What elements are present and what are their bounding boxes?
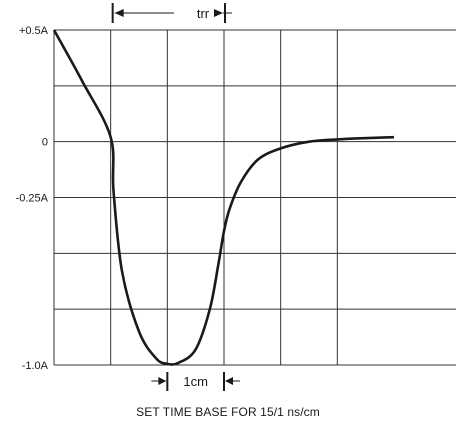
cm-arrowhead-left <box>158 377 167 385</box>
time-base-caption: SET TIME BASE FOR 15/1 ns/cm <box>136 405 320 419</box>
waveform-curve-group <box>52 29 395 366</box>
trr-arrowhead-left <box>114 9 124 17</box>
cm-arrowhead-right <box>225 377 233 385</box>
y-tick-label: +0.5A <box>19 25 49 37</box>
one-cm-label: 1cm <box>183 374 208 389</box>
trr-dimension: trr <box>111 3 232 23</box>
y-tick-labels: +0.5A 0 -0.25A -1.0A <box>16 25 49 372</box>
waveform-curve <box>52 29 395 366</box>
trr-label: trr <box>197 6 210 21</box>
y-tick-label: -1.0A <box>22 360 49 372</box>
y-tick-label: -0.25A <box>16 193 49 205</box>
graticule-grid <box>54 30 394 365</box>
graticule-frame <box>53 29 456 366</box>
one-cm-marker: 1cm <box>151 372 240 391</box>
trr-arrowhead-right <box>214 9 223 17</box>
y-tick-label: 0 <box>42 137 48 149</box>
